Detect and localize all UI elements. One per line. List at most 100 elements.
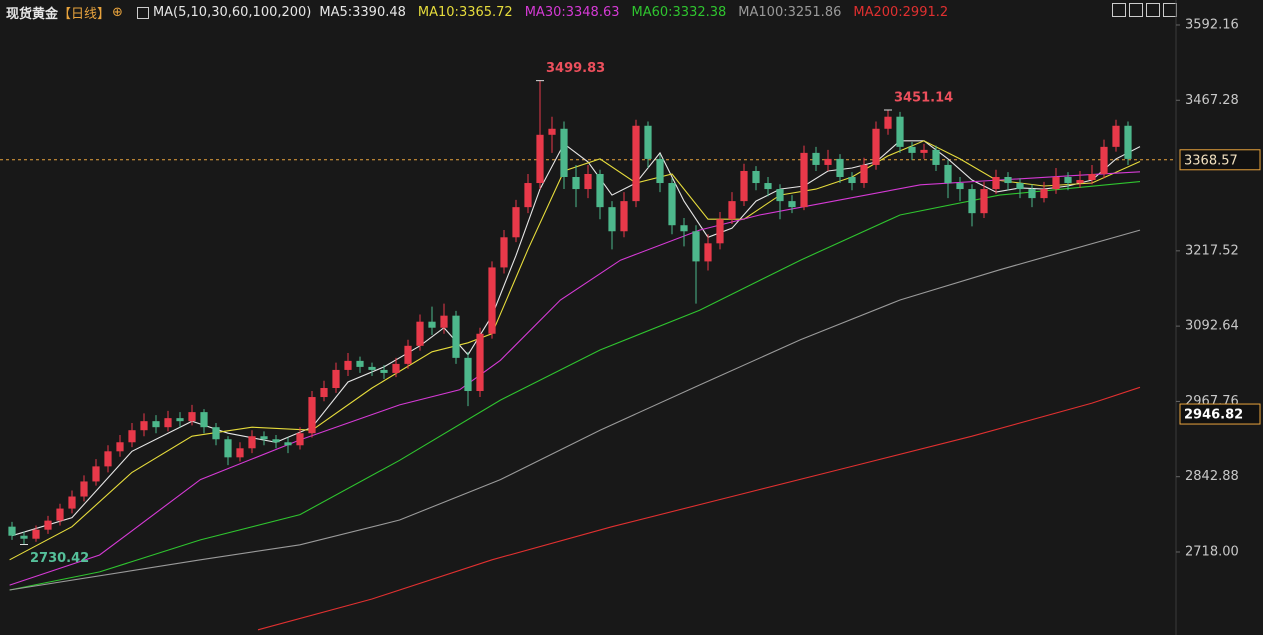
candle-body	[356, 360, 364, 367]
price-tag-box	[1179, 403, 1261, 425]
legend-entry: MA30:3348.63	[524, 5, 620, 20]
candle-body	[980, 189, 988, 214]
price-tag: 2946.82	[1184, 408, 1243, 423]
candle-body	[632, 125, 640, 202]
ma-line	[9, 181, 1141, 591]
candle-body	[668, 183, 676, 226]
y-tick-label: 3092.64	[1185, 319, 1239, 334]
y-tick-label: 3592.16	[1185, 17, 1239, 32]
candle-body	[704, 243, 712, 262]
candle-body	[1028, 189, 1036, 199]
candle-body	[560, 128, 568, 178]
candle-body	[812, 152, 820, 165]
candle-body	[272, 439, 280, 443]
candle-body	[380, 369, 388, 373]
candle-body	[104, 451, 112, 467]
candle-body	[860, 164, 868, 184]
candle-body	[992, 177, 1000, 190]
y-tick-label: 2718.00	[1185, 544, 1239, 559]
candle-body	[836, 158, 844, 178]
candle-body	[260, 436, 268, 440]
candle-body	[740, 170, 748, 202]
legend-entry: MA10:3365.72	[417, 5, 513, 20]
candle-body	[872, 128, 880, 165]
candle-body	[224, 439, 232, 458]
legend-entry: MA5:3390.48	[319, 5, 406, 20]
candle-body	[236, 448, 244, 458]
legend-entry: MA60:3332.38	[631, 5, 727, 20]
candle-body	[452, 315, 460, 358]
candle-body	[344, 360, 352, 370]
legend-entry: MA200:2991.2	[853, 5, 949, 20]
candle-body	[1112, 125, 1120, 147]
tool-button[interactable]	[1112, 3, 1126, 17]
candle-body	[440, 315, 448, 328]
candle-body	[392, 363, 400, 373]
y-tick-label: 3467.28	[1185, 93, 1239, 108]
candle-body	[128, 430, 136, 443]
candle-body	[800, 152, 808, 208]
tool-button[interactable]	[1129, 3, 1143, 17]
candle-body	[92, 466, 100, 482]
candle-body	[176, 418, 184, 422]
candle-body	[1088, 173, 1096, 181]
candle-body	[212, 427, 220, 440]
candle-body	[752, 170, 760, 184]
candle-body	[692, 231, 700, 262]
candle-body	[536, 134, 544, 184]
candle-body	[488, 267, 496, 334]
candle-body	[920, 149, 928, 153]
candle-body	[944, 164, 952, 184]
y-tick-label: 3217.52	[1185, 243, 1239, 258]
price-tag-box	[1179, 149, 1261, 171]
candle-body	[248, 436, 256, 449]
candle-body	[776, 189, 784, 202]
candle-body	[1004, 177, 1012, 184]
candle-body	[152, 421, 160, 428]
candle-body	[68, 496, 76, 509]
candle-body	[296, 433, 304, 446]
candle-body	[1064, 177, 1072, 184]
candle-body	[32, 529, 40, 539]
candle-body	[44, 520, 52, 530]
candle-body	[788, 201, 796, 208]
candle-body	[1016, 183, 1024, 190]
indicator-icon[interactable]	[136, 6, 149, 19]
instrument: 现货黄金	[6, 7, 59, 22]
candle-body	[1124, 125, 1132, 159]
candle-body	[644, 125, 652, 159]
add-icon[interactable]: ⊕	[112, 5, 123, 20]
candle-body	[500, 237, 508, 268]
candle-body	[200, 412, 208, 428]
ma-line	[9, 171, 1141, 586]
candle-body	[524, 183, 532, 208]
candle-body	[968, 189, 976, 214]
legend-entry: MA100:3251.86	[738, 5, 842, 20]
candle-body	[1100, 146, 1108, 174]
candle-body	[764, 183, 772, 190]
candle-body	[284, 442, 292, 446]
candle-body	[908, 146, 916, 153]
candle-body	[620, 201, 628, 232]
candle-body	[824, 158, 832, 165]
candle-body	[56, 508, 64, 521]
candle-body	[1076, 180, 1084, 184]
candle-body	[320, 388, 328, 398]
candle-body	[1040, 189, 1048, 199]
y-tick-label: 2842.88	[1185, 469, 1239, 484]
tool-button[interactable]	[1146, 3, 1160, 17]
candle-body	[80, 481, 88, 497]
candle-body	[20, 535, 28, 539]
candle-body	[464, 357, 472, 392]
candle-body	[188, 412, 196, 422]
candle-body	[656, 158, 664, 184]
candle-body	[932, 149, 940, 165]
annotation: 3499.83	[546, 61, 605, 76]
candle-body	[728, 201, 736, 220]
header: 现货黄金 【日线】 ⊕ MA(5,10,30,60,100,200) MA5:3…	[6, 3, 948, 22]
period[interactable]: 【日线】	[58, 7, 111, 22]
candle-body	[956, 183, 964, 190]
candle-body	[512, 207, 520, 238]
candle-body	[164, 418, 172, 428]
